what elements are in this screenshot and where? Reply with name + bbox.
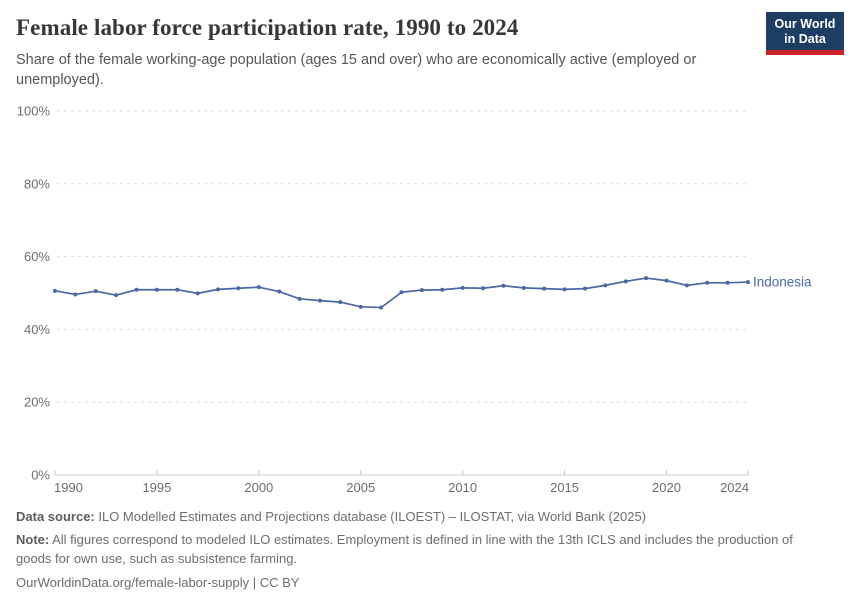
data-point[interactable] <box>623 279 628 284</box>
note-label: Note: <box>16 532 50 547</box>
data-point[interactable] <box>562 287 567 292</box>
data-point[interactable] <box>542 286 547 291</box>
x-axis-label: 2024 <box>720 480 749 495</box>
y-axis-label: 80% <box>24 176 50 191</box>
data-point[interactable] <box>501 283 506 288</box>
data-point[interactable] <box>154 287 159 292</box>
data-point[interactable] <box>725 280 730 285</box>
chart-subtitle: Share of the female working-age populati… <box>16 52 697 88</box>
data-point[interactable] <box>521 285 526 290</box>
x-axis-label: 2020 <box>652 480 681 495</box>
data-point[interactable] <box>297 296 302 301</box>
data-point[interactable] <box>175 287 180 292</box>
note-line: Note: All figures correspond to modeled … <box>16 530 794 568</box>
data-source-label: Data source: <box>16 509 95 524</box>
data-source-line: Data source: ILO Modelled Estimates and … <box>16 507 806 526</box>
data-point[interactable] <box>440 287 445 292</box>
owid-logo-line2: in Data <box>784 31 826 46</box>
data-point[interactable] <box>256 285 261 290</box>
y-axis-label: 40% <box>24 322 50 337</box>
data-point[interactable] <box>684 283 689 288</box>
x-axis-label: 1995 <box>142 480 171 495</box>
x-axis-label: 1990 <box>54 480 83 495</box>
owid-logo-text: Our World in Data <box>766 12 844 50</box>
data-point[interactable] <box>93 289 98 294</box>
y-axis-label: 60% <box>24 249 50 264</box>
x-axis-label: 2005 <box>346 480 375 495</box>
owid-logo-red-bar <box>766 50 844 55</box>
chart-area[interactable]: 0% 20% 40% 60% 80% 100% 1990 1995 2000 2005 2010 20… <box>0 0 850 500</box>
y-axis-label: 0% <box>31 468 50 483</box>
chart-canvas[interactable]: 0% 20% 40% 60% 80% 100% 1990 1995 2000 2005 2010 20… <box>0 0 850 500</box>
owid-logo-line1: Our World <box>774 17 836 31</box>
data-point[interactable] <box>195 291 200 296</box>
x-axis-label: 2015 <box>550 480 579 495</box>
note-text: All figures correspond to modeled ILO es… <box>16 532 793 566</box>
entity-label: Indonesia <box>753 275 812 290</box>
data-point[interactable] <box>53 288 57 293</box>
data-point[interactable] <box>73 292 78 297</box>
data-point[interactable] <box>664 278 669 283</box>
data-point[interactable] <box>317 298 322 303</box>
owid-logo[interactable]: Our World in Data <box>766 12 844 55</box>
data-point[interactable] <box>705 280 710 285</box>
y-axis-label: 20% <box>24 395 50 410</box>
data-point[interactable] <box>644 276 649 281</box>
data-source-text: ILO Modelled Estimates and Projections d… <box>94 509 647 524</box>
data-point[interactable] <box>582 286 587 291</box>
x-axis-label: 2010 <box>448 480 477 495</box>
data-point[interactable] <box>114 293 119 298</box>
x-axis-label: 2000 <box>244 480 273 495</box>
data-point[interactable] <box>134 287 139 292</box>
data-point[interactable] <box>460 285 465 290</box>
footer-link[interactable]: OurWorldinData.org/female-labor-supply |… <box>16 575 300 590</box>
data-point[interactable] <box>399 290 404 295</box>
data-point[interactable] <box>419 288 424 293</box>
data-point[interactable] <box>379 305 384 310</box>
chart-footer: Data source: ILO Modelled Estimates and … <box>16 507 806 596</box>
data-point[interactable] <box>746 280 750 285</box>
data-point[interactable] <box>277 289 282 294</box>
chart-title: Female labor force participation rate, 1… <box>16 15 519 40</box>
data-point[interactable] <box>216 287 221 292</box>
data-point[interactable] <box>481 286 486 291</box>
y-axis-label: 100% <box>17 104 51 119</box>
data-point[interactable] <box>338 300 343 305</box>
data-point[interactable] <box>236 286 241 291</box>
chart-header: Female labor force participation rate, 1… <box>16 14 750 90</box>
data-point[interactable] <box>603 283 608 288</box>
data-point[interactable] <box>358 304 363 309</box>
